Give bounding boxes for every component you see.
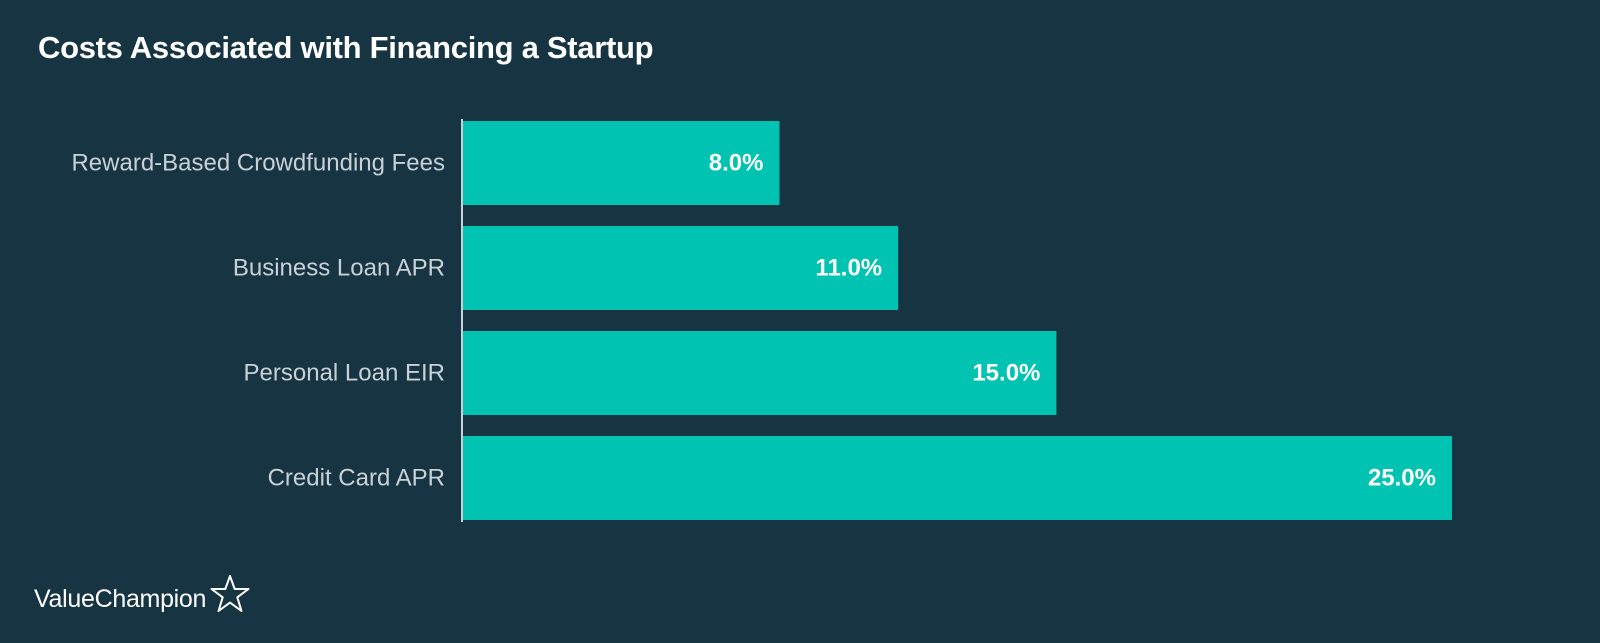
- bar-2: [463, 331, 1057, 415]
- value-label-2: 15.0%: [972, 360, 1040, 387]
- bar-1: [463, 226, 899, 310]
- bar-0: [463, 121, 780, 205]
- value-label-1: 11.0%: [815, 255, 882, 282]
- brand-name: ValueChampion: [34, 584, 207, 613]
- chart-title: Costs Associated with Financing a Startu…: [38, 30, 654, 65]
- category-label-2: Personal Loan EIR: [244, 360, 445, 387]
- value-label-3: 25.0%: [1368, 465, 1436, 492]
- bar-3: [463, 436, 1452, 520]
- value-label-0: 8.0%: [709, 150, 764, 177]
- category-label-3: Credit Card APR: [268, 465, 445, 492]
- star-outline-icon: [210, 575, 250, 612]
- bars-layer: Reward-Based Crowdfunding Fees 8.0% Busine…: [71, 121, 1452, 520]
- category-label-0: Reward-Based Crowdfunding Fees: [71, 150, 445, 177]
- brand-logo: ValueChampion: [34, 575, 250, 614]
- category-label-1: Business Loan APR: [233, 255, 445, 282]
